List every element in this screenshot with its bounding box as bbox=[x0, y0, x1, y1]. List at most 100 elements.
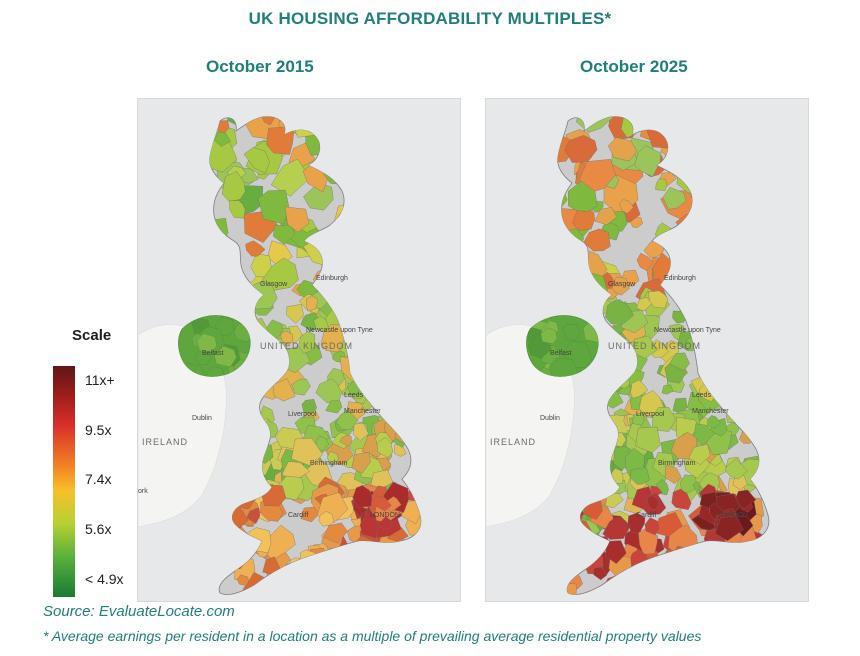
footnote: * Average earnings per resident in a loc… bbox=[43, 628, 702, 644]
place-leeds: Leeds bbox=[344, 392, 364, 399]
region-cell-wales bbox=[233, 459, 252, 486]
region-cell-south bbox=[644, 575, 670, 595]
region-cell-scotland bbox=[284, 206, 310, 233]
scale-gradient-bar bbox=[53, 366, 75, 597]
region-cell-midlands bbox=[652, 407, 677, 432]
scale-tick-9-5x: 9.5x bbox=[85, 422, 112, 438]
region-cell-north bbox=[632, 335, 658, 359]
region-cell-south bbox=[302, 572, 328, 595]
place-london: LONDON bbox=[718, 512, 748, 519]
region-cell-scotland bbox=[330, 131, 356, 160]
region-cell-south bbox=[364, 565, 376, 580]
place-cork: ork bbox=[138, 488, 148, 495]
region-cell-wales bbox=[586, 448, 610, 476]
region-cell-south bbox=[299, 549, 316, 567]
region-cell-wales bbox=[232, 484, 251, 504]
region-cell-south bbox=[734, 544, 754, 571]
region-cell-south bbox=[217, 529, 236, 549]
region-cell-midlands bbox=[635, 426, 661, 453]
region-cell-scotland bbox=[319, 131, 350, 170]
region-cell-south bbox=[349, 545, 373, 566]
region-cell-scotland bbox=[583, 228, 611, 252]
region-cell-scotland bbox=[655, 178, 668, 191]
region-cell-south bbox=[342, 552, 360, 569]
region-cell-south bbox=[757, 542, 769, 559]
region-cell-south bbox=[759, 547, 769, 565]
region-cell-south bbox=[627, 512, 646, 534]
region-cell-scotland bbox=[323, 138, 349, 164]
region-cell-south bbox=[373, 581, 389, 595]
region-cell-scotland bbox=[578, 159, 616, 192]
region-cell-south bbox=[730, 548, 742, 563]
region-cell-north bbox=[351, 305, 374, 325]
region-cell-scotland bbox=[326, 253, 349, 276]
place-liverpool: Liverpool bbox=[636, 411, 665, 418]
place-belfast: Belfast bbox=[202, 350, 223, 357]
region-cell-wales bbox=[227, 458, 254, 489]
region-cell-south bbox=[753, 577, 769, 595]
region-cell-south bbox=[651, 578, 676, 595]
region-cell-scotland bbox=[568, 180, 598, 212]
region-cell-wales bbox=[231, 410, 242, 425]
region-cell-london bbox=[714, 515, 744, 542]
place-cardiff: Cardiff bbox=[288, 512, 309, 519]
region-cell-wales bbox=[242, 421, 255, 436]
place-edinburgh: Edinburgh bbox=[664, 275, 696, 282]
region-cell-south bbox=[671, 488, 692, 510]
region-cell-midlands bbox=[693, 423, 715, 446]
region-cell-midlands bbox=[707, 415, 721, 429]
map-label-2025: October 2025 bbox=[580, 57, 688, 76]
map-2025-svg: Edinburgh Glasgow Newcastle upon Tyne Be… bbox=[486, 116, 770, 595]
region-cell-south bbox=[213, 533, 244, 564]
region-cell-midlands bbox=[339, 434, 352, 447]
region-cell-midlands bbox=[377, 436, 394, 458]
region-cell-south bbox=[557, 496, 585, 525]
region-cell-south bbox=[562, 503, 582, 527]
place-belfast: Belfast bbox=[550, 350, 571, 357]
region-cell-london bbox=[359, 510, 379, 539]
region-cell-north bbox=[698, 295, 714, 315]
region-cell-south bbox=[364, 545, 394, 575]
region-cell-midlands bbox=[393, 401, 417, 432]
region-cell-south bbox=[647, 494, 659, 510]
region-cell-london bbox=[733, 489, 757, 509]
region-cell-south bbox=[318, 511, 335, 527]
region-cell-scotland bbox=[557, 267, 568, 286]
region-cell-south bbox=[223, 537, 255, 561]
region-cell-north bbox=[630, 379, 649, 399]
region-cell-south bbox=[685, 547, 709, 572]
region-cell-ni bbox=[535, 315, 552, 323]
region-cell-south bbox=[716, 557, 736, 576]
place-dublin: Dublin bbox=[540, 415, 560, 422]
place-uk: UNITED KINGDOM bbox=[260, 341, 353, 351]
place-newcastle: Newcastle upon Tyne bbox=[654, 327, 721, 334]
region-cell-south bbox=[664, 567, 692, 595]
region-cell-north bbox=[607, 366, 627, 384]
region-cell-south bbox=[724, 571, 755, 595]
region-cell-south bbox=[246, 507, 261, 524]
scale-tick-5-6x: 5.6x bbox=[85, 521, 112, 537]
region-cell-midlands bbox=[327, 451, 339, 465]
place-manchester: Manchester bbox=[692, 408, 729, 415]
place-ireland: IRELAND bbox=[490, 437, 536, 447]
region-cell-scotland bbox=[211, 259, 240, 286]
region-cell-scotland bbox=[679, 130, 702, 154]
region-cell-south bbox=[665, 573, 676, 587]
region-cell-scotland bbox=[674, 131, 714, 166]
region-cell-south bbox=[377, 584, 396, 595]
region-cell-south bbox=[330, 563, 356, 588]
region-cell-south bbox=[687, 573, 710, 595]
region-cell-south bbox=[623, 568, 637, 582]
region-cell-south bbox=[734, 545, 751, 560]
source-note: Source: EvaluateLocate.com bbox=[43, 603, 235, 620]
scale-title: Scale bbox=[72, 327, 112, 344]
region-cell-north bbox=[286, 304, 304, 324]
region-cell-scotland bbox=[557, 249, 586, 279]
place-glasgow: Glasgow bbox=[608, 281, 636, 288]
region-cell-south bbox=[593, 566, 608, 581]
place-cardiff: Cardiff bbox=[636, 512, 657, 519]
region-cell-midlands bbox=[315, 435, 330, 452]
region-cell-scotland bbox=[564, 135, 598, 163]
region-cell-scotland bbox=[305, 120, 344, 156]
region-cell-north bbox=[344, 288, 367, 316]
